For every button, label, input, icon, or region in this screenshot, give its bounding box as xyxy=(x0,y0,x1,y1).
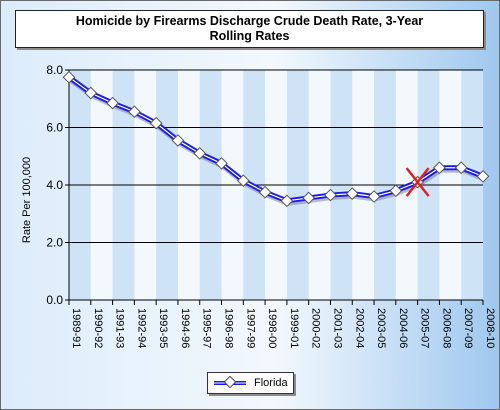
x-tick-label: 1989-91 xyxy=(70,308,82,348)
data-point xyxy=(476,170,490,183)
data-point xyxy=(171,134,185,147)
y-tick-label: 8.0 xyxy=(46,63,63,77)
x-tick-label: 1990-92 xyxy=(92,308,104,348)
data-point xyxy=(454,161,468,175)
x-tick-label: 2007-09 xyxy=(462,308,474,348)
data-point xyxy=(389,184,403,198)
x-tick-label: 2006-08 xyxy=(440,308,452,348)
y-axis-title: Rate Per 100,000 xyxy=(21,157,33,243)
x-tick-label: 1994-96 xyxy=(179,308,191,348)
data-point xyxy=(128,105,141,119)
y-tick-label: 6.0 xyxy=(46,121,63,135)
x-tick-label: 2003-05 xyxy=(375,308,387,348)
x-tick-label: 1995-97 xyxy=(201,308,213,348)
x-tick-label: 1998-00 xyxy=(266,308,278,348)
data-point xyxy=(149,116,163,130)
data-point xyxy=(280,194,294,208)
x-tick-label: 2001-03 xyxy=(331,308,343,348)
x-tick-label: 2000-02 xyxy=(310,308,322,348)
x-tick-label: 2004-06 xyxy=(397,308,409,348)
chart-title-box: Homicide by Firearms Discharge Crude Dea… xyxy=(15,10,484,48)
legend-swatch xyxy=(214,376,246,389)
data-point xyxy=(324,188,337,202)
legend-label-florida: Florida xyxy=(254,377,288,389)
data-point xyxy=(258,185,272,199)
x-tick-label: 1991-93 xyxy=(114,308,126,348)
x-tick-label: 1997-99 xyxy=(244,308,256,348)
x-tick-label: 1993-95 xyxy=(157,308,169,348)
data-point xyxy=(106,96,119,110)
highlight-x-mark xyxy=(405,167,430,197)
data-point xyxy=(84,86,98,100)
legend: Florida xyxy=(207,372,294,394)
x-tick-label: 1996-98 xyxy=(223,308,235,348)
data-point xyxy=(367,190,381,203)
data-point xyxy=(302,191,316,205)
data-point xyxy=(345,187,359,200)
chart-title: Homicide by Firearms Discharge Crude Dea… xyxy=(75,14,424,43)
y-tick-label: 4.0 xyxy=(46,178,63,192)
y-tick-label: 2.0 xyxy=(46,236,63,250)
x-tick-label: 2008-10 xyxy=(484,308,496,348)
data-point xyxy=(433,161,446,175)
x-tick-label: 1999-01 xyxy=(288,308,300,348)
x-tick-label: 1992-94 xyxy=(135,308,147,348)
data-point xyxy=(62,70,76,84)
y-tick-label: 0.0 xyxy=(46,293,63,307)
data-point xyxy=(236,174,250,188)
x-tick-label: 2005-07 xyxy=(419,308,431,348)
data-point xyxy=(215,157,228,170)
data-point xyxy=(193,147,207,160)
x-tick-label: 2002-04 xyxy=(353,308,365,348)
